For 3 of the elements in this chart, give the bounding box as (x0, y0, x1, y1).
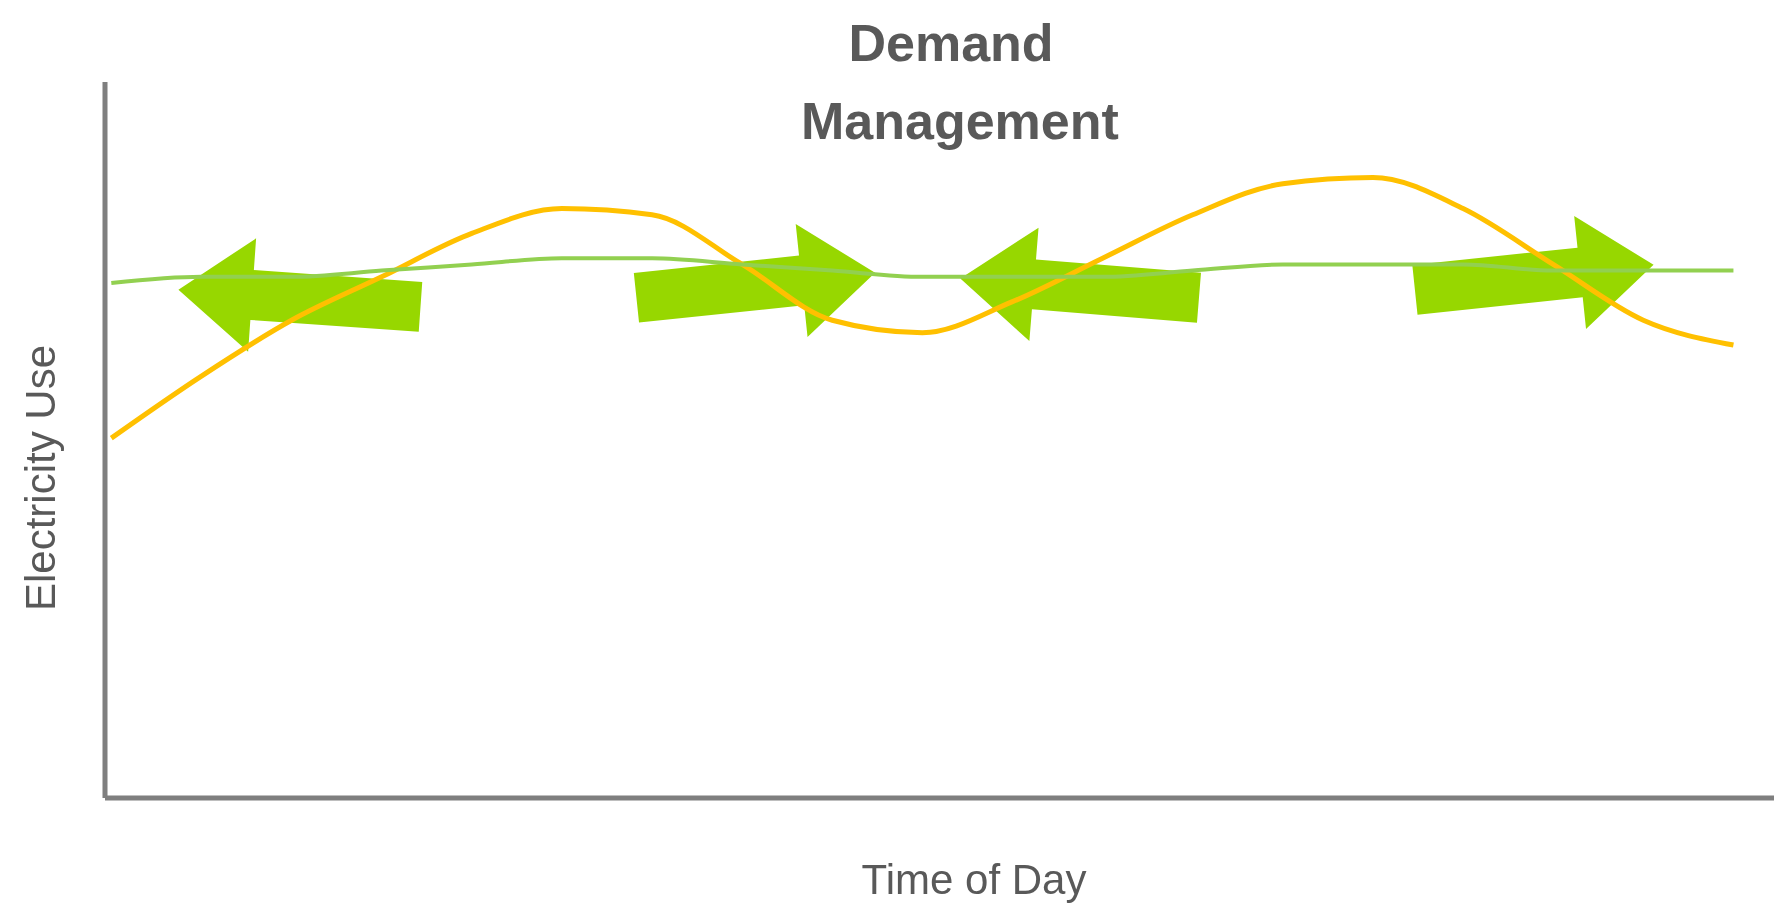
x-axis-title: Time of Day (860, 856, 1088, 904)
y-axis-title: Electricity Use (17, 343, 65, 614)
chart-title: Demand Management (801, 13, 1119, 152)
